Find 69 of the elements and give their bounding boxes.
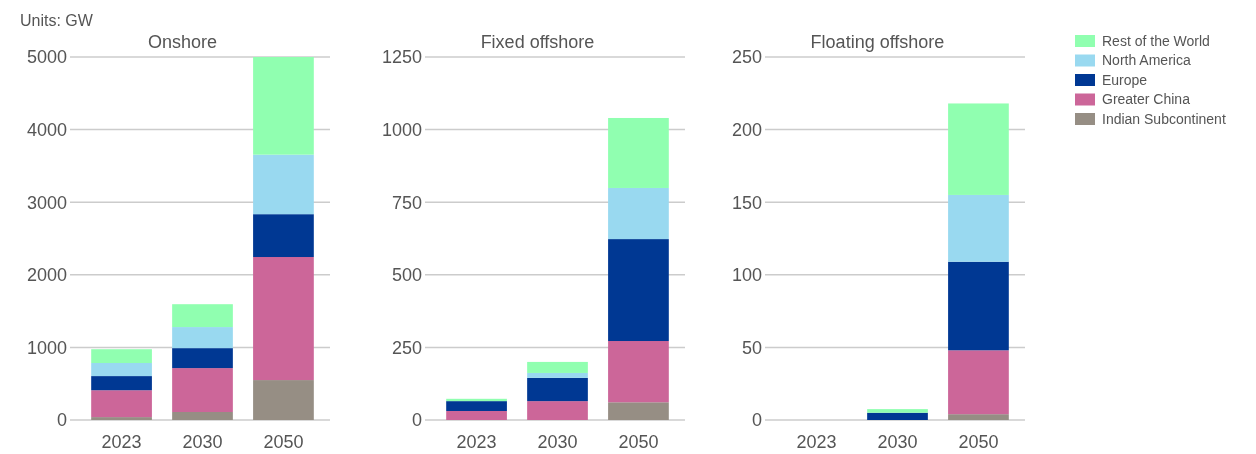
bar: [253, 154, 314, 215]
bar: [172, 348, 233, 369]
bar: [172, 368, 233, 413]
y-tick-label: 5000: [26, 47, 67, 68]
bar: [253, 257, 314, 381]
bar: [91, 363, 152, 377]
bar: [948, 103, 1009, 195]
bar: [253, 380, 314, 420]
y-tick-label: 4000: [26, 119, 67, 140]
y-tick-label: 0: [751, 410, 762, 431]
bar: [91, 349, 152, 364]
y-tick-label: 1000: [26, 337, 67, 358]
y-tick-label: 100: [731, 265, 762, 286]
x-tick-label: 2050: [958, 432, 999, 452]
y-tick-label: 1250: [381, 47, 422, 68]
x-tick-label: 2023: [456, 432, 497, 452]
bar: [91, 417, 152, 420]
chart-title: Fixed offshore: [480, 32, 595, 52]
legend-label: Rest of the World: [1102, 32, 1210, 49]
y-tick-label: 0: [56, 410, 67, 431]
y-tick-label: 750: [391, 192, 422, 213]
y-tick-label: 50: [741, 337, 762, 358]
x-tick-label: 2030: [537, 432, 578, 452]
y-tick-label: 3000: [26, 192, 67, 213]
legend-label: Greater China: [1102, 91, 1191, 108]
bar: [867, 412, 928, 420]
x-tick-label: 2023: [796, 432, 837, 452]
bar: [608, 117, 669, 188]
bar: [948, 414, 1009, 420]
bar: [608, 239, 669, 342]
y-tick-label: 250: [731, 47, 762, 68]
legend-label: Europe: [1102, 71, 1148, 88]
bar: [948, 350, 1009, 415]
legend-label: North America: [1102, 52, 1191, 69]
chart-title: Floating offshore: [810, 32, 945, 52]
text: Units: GW: [20, 12, 94, 29]
y-tick-label: 2000: [26, 265, 67, 286]
bar: [253, 57, 314, 155]
bar: [948, 194, 1009, 262]
bar: [527, 401, 588, 420]
y-tick-label: 1000: [381, 119, 422, 140]
bar: [948, 261, 1009, 351]
bar: [527, 377, 588, 402]
bar: [91, 390, 152, 418]
y-tick-label: 250: [391, 337, 422, 358]
bar: [91, 376, 152, 391]
bar: [172, 304, 233, 328]
bar: [172, 327, 233, 349]
bar: [608, 402, 669, 420]
bar: [172, 412, 233, 420]
x-tick-label: 2023: [101, 432, 142, 452]
x-tick-label: 2050: [618, 432, 659, 452]
y-tick-label: 200: [731, 119, 762, 140]
y-tick-label: 500: [391, 265, 422, 286]
x-tick-label: 2030: [877, 432, 918, 452]
bar: [446, 411, 507, 420]
y-tick-label: 0: [411, 410, 422, 431]
bar: [527, 361, 588, 373]
bar: [253, 214, 314, 258]
bar: [527, 372, 588, 378]
bar: [867, 409, 928, 413]
bar: [608, 187, 669, 240]
bar: [608, 341, 669, 403]
bar: [446, 401, 507, 411]
x-tick-label: 2030: [182, 432, 223, 452]
chart-title: Onshore: [147, 32, 218, 52]
x-tick-label: 2050: [263, 432, 304, 452]
y-tick-label: 150: [731, 192, 762, 213]
legend-label: Indian Subcontinent: [1102, 110, 1226, 127]
